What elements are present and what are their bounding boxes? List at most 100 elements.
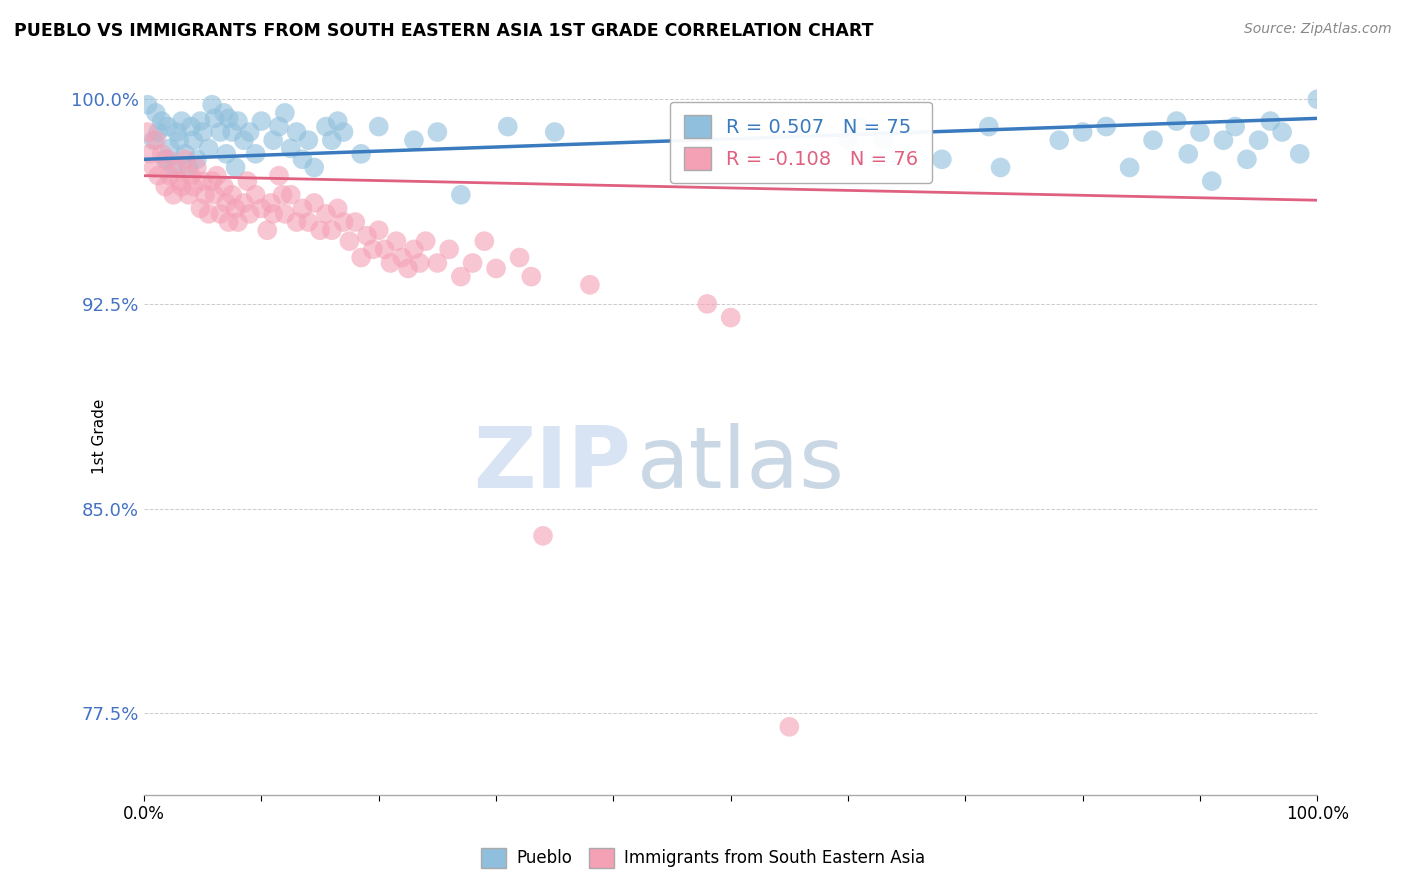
Point	[326, 114, 349, 128]
Point	[148, 125, 170, 139]
Point	[1118, 161, 1140, 175]
Point	[150, 146, 173, 161]
Point	[267, 169, 290, 183]
Point	[170, 179, 193, 194]
Point	[396, 261, 419, 276]
Point	[1225, 120, 1247, 134]
Point	[315, 120, 337, 134]
Point	[197, 141, 219, 155]
Point	[250, 114, 273, 128]
Point	[170, 114, 193, 128]
Point	[315, 207, 337, 221]
Point	[356, 228, 378, 243]
Point	[280, 141, 302, 155]
Point	[990, 161, 1012, 175]
Point	[274, 106, 297, 120]
Point	[156, 153, 179, 167]
Point	[159, 141, 181, 155]
Point	[367, 120, 389, 134]
Point	[1306, 92, 1329, 106]
Point	[162, 187, 184, 202]
Point	[326, 202, 349, 216]
Point	[212, 106, 235, 120]
Point	[136, 97, 159, 112]
Point	[848, 120, 870, 134]
Point	[1071, 125, 1094, 139]
Text: ZIP: ZIP	[474, 424, 631, 507]
Point	[274, 207, 297, 221]
Point	[509, 251, 531, 265]
Point	[696, 297, 718, 311]
Point	[262, 133, 284, 147]
Point	[332, 215, 354, 229]
Point	[409, 256, 432, 270]
Point	[496, 120, 519, 134]
Legend: R = 0.507   N = 75, R = -0.108   N = 76: R = 0.507 N = 75, R = -0.108 N = 76	[671, 102, 932, 184]
Point	[177, 161, 200, 175]
Point	[544, 125, 567, 139]
Point	[1188, 125, 1211, 139]
Point	[321, 223, 343, 237]
Point	[380, 256, 402, 270]
Point	[236, 174, 259, 188]
Point	[262, 207, 284, 221]
Point	[194, 187, 217, 202]
Text: 1st Grade: 1st Grade	[91, 399, 107, 474]
Point	[190, 202, 212, 216]
Point	[339, 234, 361, 248]
Point	[267, 120, 290, 134]
Point	[280, 187, 302, 202]
Point	[720, 310, 742, 325]
Point	[260, 196, 283, 211]
Point	[225, 202, 247, 216]
Point	[1260, 114, 1282, 128]
Point	[177, 187, 200, 202]
Point	[221, 187, 243, 202]
Point	[166, 161, 188, 175]
Point	[204, 112, 226, 126]
Point	[245, 146, 267, 161]
Point	[391, 251, 413, 265]
Point	[309, 223, 332, 237]
Point	[367, 223, 389, 237]
Point	[191, 125, 214, 139]
Text: Source: ZipAtlas.com: Source: ZipAtlas.com	[1244, 22, 1392, 37]
Point	[437, 243, 460, 257]
Point	[239, 207, 262, 221]
Point	[344, 215, 367, 229]
Point	[361, 243, 384, 257]
Point	[350, 251, 373, 265]
Point	[221, 125, 243, 139]
Point	[256, 223, 278, 237]
Point	[197, 207, 219, 221]
Point	[250, 202, 273, 216]
Point	[1247, 133, 1270, 147]
Point	[218, 112, 240, 126]
Point	[1236, 153, 1258, 167]
Point	[872, 133, 894, 147]
Point	[402, 133, 425, 147]
Point	[245, 187, 267, 202]
Point	[148, 169, 170, 183]
Point	[1095, 120, 1118, 134]
Point	[169, 133, 191, 147]
Point	[201, 97, 224, 112]
Point	[297, 215, 319, 229]
Point	[209, 125, 232, 139]
Point	[285, 215, 308, 229]
Point	[450, 269, 472, 284]
Point	[1201, 174, 1223, 188]
Text: atlas: atlas	[637, 424, 845, 507]
Point	[977, 120, 1000, 134]
Point	[232, 133, 254, 147]
Point	[778, 720, 800, 734]
Point	[136, 125, 159, 139]
Point	[190, 114, 212, 128]
Point	[239, 125, 262, 139]
Point	[183, 179, 205, 194]
Point	[402, 243, 425, 257]
Point	[159, 169, 181, 183]
Point	[302, 161, 325, 175]
Point	[531, 529, 554, 543]
Point	[209, 207, 232, 221]
